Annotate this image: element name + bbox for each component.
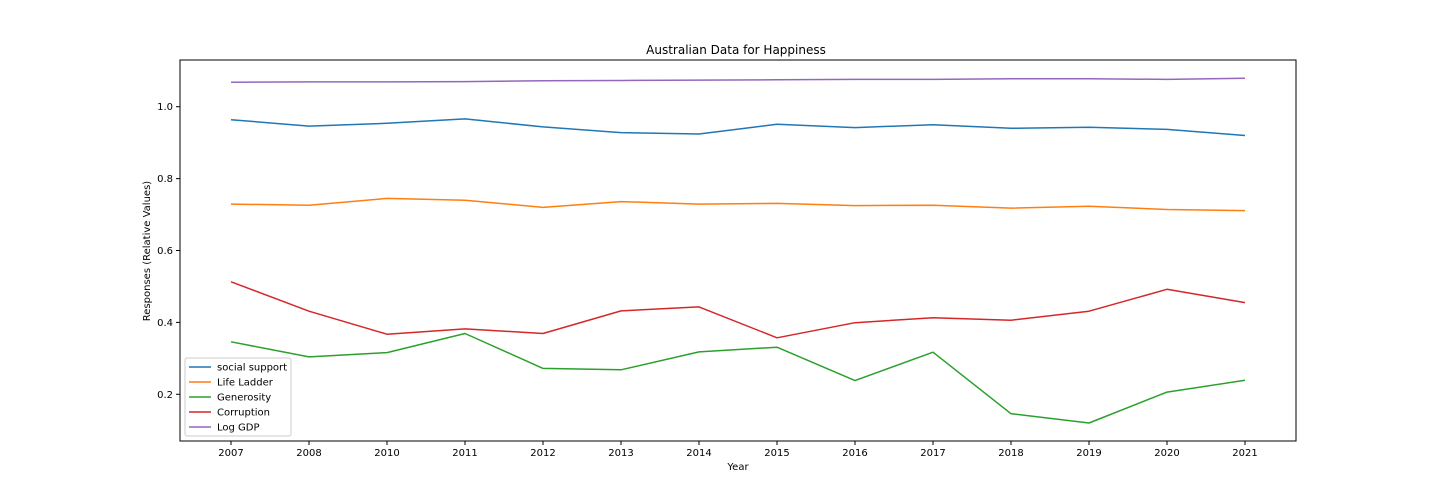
legend-label: social support: [217, 363, 287, 374]
x-tick-label: 2015: [764, 448, 789, 459]
series-line-corruption: [230, 281, 1246, 339]
series-line-generosity: [230, 332, 1246, 424]
legend-label: Generosity: [217, 393, 271, 404]
chart-title: Australian Data for Happiness: [646, 43, 826, 57]
plot-area: [230, 77, 1246, 424]
y-tick-label: 0.6: [157, 246, 173, 257]
x-tick-label: 2010: [374, 448, 399, 459]
x-tick-label: 2014: [686, 448, 711, 459]
x-tick-label: 2016: [842, 448, 867, 459]
x-axis: 2007 2008 2010 2011 2012 2013 2014 2015 2016 2017…: [218, 441, 1258, 459]
y-tick-label: 0.4: [157, 318, 173, 329]
x-tick-label: 2019: [1076, 448, 1101, 459]
legend: social support Life Ladder Generosity Corru…: [184, 357, 292, 437]
x-tick-label: 2007: [218, 448, 243, 459]
series-line-life-ladder: [230, 197, 1246, 212]
legend-box: [184, 357, 292, 437]
x-tick-label: 2008: [296, 448, 321, 459]
x-tick-label: 2011: [452, 448, 477, 459]
series-line-social-support: [230, 118, 1246, 137]
x-tick-label: 2017: [920, 448, 945, 459]
x-axis-label: Year: [726, 462, 749, 473]
y-tick-label: 0.8: [157, 174, 173, 185]
y-axis: 0.2 0.4 0.6 0.8 1.0: [157, 102, 180, 401]
x-tick-label: 2021: [1232, 448, 1257, 459]
x-tick-label: 2012: [530, 448, 555, 459]
x-tick-label: 2020: [1154, 448, 1179, 459]
y-tick-label: 0.2: [157, 390, 173, 401]
y-axis-label: Responses (Relative Values): [142, 181, 153, 321]
x-tick-label: 2018: [998, 448, 1023, 459]
legend-label: Log GDP: [217, 423, 260, 434]
series-line-log-gdp: [230, 77, 1246, 84]
legend-label: Corruption: [217, 408, 270, 419]
legend-label: Life Ladder: [217, 378, 274, 389]
y-tick-label: 1.0: [157, 102, 173, 113]
x-tick-label: 2013: [608, 448, 633, 459]
